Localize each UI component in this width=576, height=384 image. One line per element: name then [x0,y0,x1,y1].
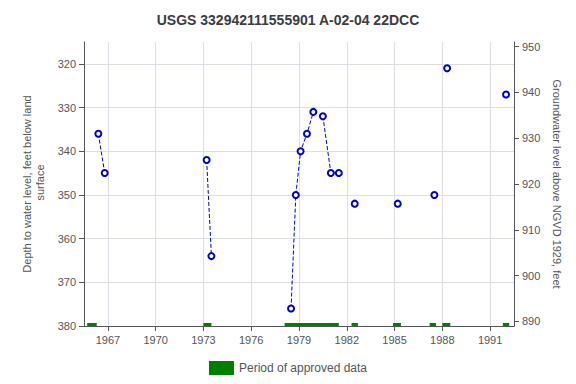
svg-text:surface: surface [34,164,46,203]
svg-text:940: 940 [522,86,540,98]
svg-text:380: 380 [58,320,76,332]
svg-text:320: 320 [58,58,76,70]
svg-text:890: 890 [522,315,540,327]
svg-text:1973: 1973 [191,334,215,346]
svg-text:Depth to water level, feet bel: Depth to water level, feet below land [21,95,33,272]
svg-text:950: 950 [522,41,540,53]
svg-text:350: 350 [58,189,76,201]
svg-text:1991: 1991 [478,334,502,346]
svg-text:330: 330 [58,102,76,114]
svg-text:920: 920 [522,178,540,190]
svg-text:930: 930 [522,132,540,144]
svg-text:900: 900 [522,270,540,282]
svg-text:360: 360 [58,233,76,245]
svg-text:340: 340 [58,145,76,157]
svg-text:910: 910 [522,224,540,236]
svg-text:Period of approved data: Period of approved data [239,361,367,375]
svg-text:1970: 1970 [143,334,167,346]
svg-text:1982: 1982 [335,334,359,346]
svg-text:1979: 1979 [287,334,311,346]
svg-text:1976: 1976 [239,334,263,346]
svg-text:USGS 332942111555901 A-02-04 2: USGS 332942111555901 A-02-04 22DCC [157,12,420,28]
svg-text:1967: 1967 [96,334,120,346]
svg-text:1985: 1985 [382,334,406,346]
svg-text:370: 370 [58,276,76,288]
svg-text:1988: 1988 [430,334,454,346]
svg-text:Groundwater level above NGVD 1: Groundwater level above NGVD 1929, feet [551,79,563,288]
